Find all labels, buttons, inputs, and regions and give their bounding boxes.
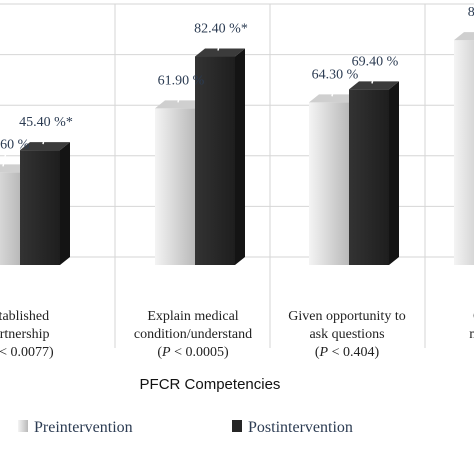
legend-swatch	[232, 420, 242, 432]
category-label: Given opportunity to	[288, 309, 405, 324]
data-label: 88.9	[468, 5, 474, 20]
bar-front	[309, 102, 349, 265]
category-pvalue: (P < 0.404)	[315, 345, 380, 360]
bars	[0, 32, 474, 265]
bar-top	[195, 48, 245, 57]
legend-item-preintervention: Preintervention	[18, 419, 133, 436]
legend: Preintervention Postintervention	[18, 419, 353, 436]
category-label: established	[0, 309, 49, 324]
bar-front	[349, 89, 389, 265]
category-label: Comm	[473, 309, 474, 324]
legend-label: Preintervention	[34, 419, 133, 436]
category-label: Explain medical	[147, 309, 238, 324]
bar-front	[20, 150, 60, 265]
category-pvalue: (P < 0.0005)	[157, 345, 229, 360]
legend-label: Postintervention	[248, 419, 353, 436]
bar-side	[60, 142, 70, 265]
data-label-leader	[2, 152, 7, 167]
data-label: 36.60 %	[0, 137, 30, 152]
category-label: model o	[469, 327, 474, 342]
category-label: partnership	[0, 327, 49, 342]
bar-preintervention-3	[454, 32, 474, 265]
category-label: ask questions	[309, 327, 384, 342]
category-labels: established partnership (P < 0.0077) Explai…	[0, 309, 474, 360]
x-axis-title: PFCR Competencies	[140, 376, 281, 393]
category-label: condition/understand	[134, 327, 252, 342]
bar-top	[349, 81, 399, 90]
data-label: 45.40 %*	[19, 115, 73, 130]
data-label-leader	[177, 88, 182, 103]
bar-front	[0, 172, 20, 265]
legend-swatch	[18, 420, 28, 432]
bar-front	[155, 108, 195, 265]
data-label: 69.40 %	[352, 54, 399, 69]
bar-top	[155, 100, 205, 109]
bar-postintervention-1	[195, 48, 245, 265]
data-label: 61.90 %	[158, 73, 205, 88]
data-label: 82.40 %*	[194, 22, 248, 37]
bar-side	[389, 81, 399, 265]
bar-side	[235, 48, 245, 265]
bar-top	[20, 142, 70, 151]
data-label-leader	[371, 69, 376, 84]
bar-postintervention-0	[20, 142, 70, 265]
data-label: 64.30 %	[312, 67, 359, 82]
bar-top	[454, 32, 474, 41]
bar-postintervention-2	[349, 81, 399, 265]
legend-item-postintervention: Postintervention	[232, 419, 353, 436]
data-label-leader	[331, 82, 336, 97]
data-label-leader	[42, 129, 47, 145]
data-label-leader	[217, 36, 222, 51]
bar-front	[454, 40, 474, 265]
bar-top	[309, 94, 359, 103]
category-pvalue: (P < 0.0077)	[0, 345, 54, 360]
data-labels: 36.60 % 61.90 % 64.30 % 88.9 45.40 %* 82.40 %…	[0, 5, 474, 167]
bar-front	[195, 56, 235, 265]
